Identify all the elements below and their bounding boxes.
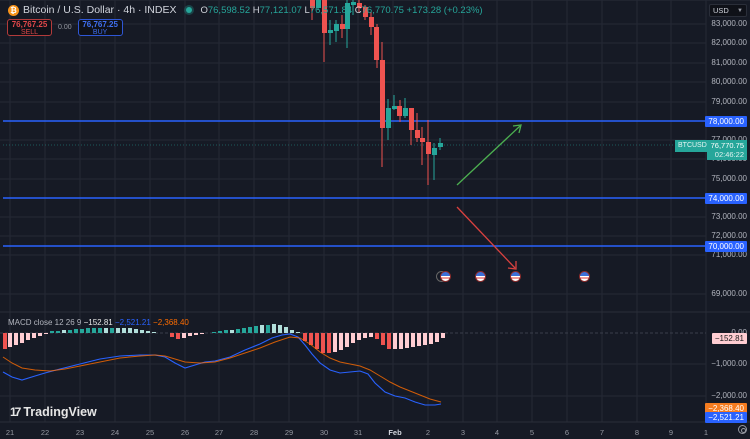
symbol-tag: BTCUSD bbox=[675, 140, 710, 152]
time-tick: 23 bbox=[75, 428, 85, 437]
price-tick: 80,000.00 bbox=[711, 77, 747, 86]
high-value: 77,121.07 bbox=[259, 4, 302, 16]
last-price: 76,770.75 bbox=[710, 141, 744, 150]
market-status-icon bbox=[186, 7, 193, 13]
price-tick: 73,000.00 bbox=[711, 212, 747, 221]
high-label: H bbox=[252, 4, 260, 16]
time-tick: 30 bbox=[319, 428, 329, 437]
time-tick: Feb bbox=[388, 428, 402, 437]
macd-hist-tag: −152.81 bbox=[711, 333, 747, 344]
low-label: L bbox=[304, 4, 310, 16]
time-tick: 9 bbox=[668, 428, 674, 437]
symbol-legend: ₿ Bitcoin / U.S. Dollar · 4h · INDEX O76… bbox=[8, 4, 483, 16]
currency-value: USD bbox=[713, 6, 729, 15]
macd-legend[interactable]: MACD close 12 26 9 −152.81 −2,521.21 −2,… bbox=[8, 318, 189, 327]
time-tick: 22 bbox=[40, 428, 50, 437]
time-tick: 1 bbox=[703, 428, 709, 437]
time-tick: 25 bbox=[145, 428, 155, 437]
last-price-tag: 76,770.75 02:46:22 bbox=[707, 140, 747, 160]
time-tick: 28 bbox=[249, 428, 259, 437]
level-tag-78000[interactable]: 78,000.00 bbox=[705, 116, 747, 127]
sell-label: SELL bbox=[20, 29, 39, 36]
buy-label: BUY bbox=[92, 29, 108, 36]
time-tick: 26 bbox=[180, 428, 190, 437]
time-tick: 8 bbox=[634, 428, 640, 437]
macd-tick: 0.00 bbox=[731, 328, 747, 337]
bullish-arrow-icon bbox=[456, 124, 522, 186]
price-tick: 71,000.00 bbox=[711, 250, 747, 259]
price-tick: 82,000.00 bbox=[711, 38, 747, 47]
currency-select[interactable]: USD ▼ bbox=[709, 4, 747, 17]
macd-name: MACD close 12 26 9 bbox=[8, 318, 82, 327]
time-tick: 6 bbox=[564, 428, 570, 437]
us-flag-event-icon[interactable] bbox=[475, 271, 486, 282]
bitcoin-logo-icon: ₿ bbox=[8, 4, 19, 16]
sell-button[interactable]: 76,767.25 SELL bbox=[7, 19, 52, 36]
bar-countdown: 02:46:22 bbox=[714, 150, 744, 159]
trade-panel: 76,767.25 SELL 0.00 76,767.25 BUY bbox=[7, 19, 123, 36]
spread-value: 0.00 bbox=[58, 24, 72, 31]
close-label: C bbox=[354, 4, 362, 16]
us-flag-event-icon[interactable] bbox=[510, 271, 521, 282]
close-value: 76,770.75 bbox=[361, 4, 404, 16]
open-value: 76,598.52 bbox=[207, 4, 251, 16]
price-tick: 77,000.00 bbox=[711, 135, 747, 144]
macd-histogram-value: −152.81 bbox=[83, 318, 113, 327]
macd-signal-value: −2,368.40 bbox=[153, 318, 189, 327]
low-value: 76,571.84 bbox=[309, 4, 353, 16]
open-label: O bbox=[200, 4, 208, 16]
time-tick: 24 bbox=[110, 428, 120, 437]
macd-signal-tag: −2,368.40 bbox=[705, 403, 747, 414]
time-tick: 21 bbox=[5, 428, 15, 437]
time-tick: 3 bbox=[460, 428, 466, 437]
us-flag-event-icon[interactable] bbox=[440, 271, 451, 282]
level-tag-70000[interactable]: 70,000.00 bbox=[705, 241, 747, 252]
time-tick: 27 bbox=[214, 428, 224, 437]
time-tick: 29 bbox=[284, 428, 294, 437]
tradingview-logo[interactable]: 17 TradingView bbox=[10, 405, 97, 419]
chart-settings-icon[interactable] bbox=[738, 425, 747, 434]
price-tick: 83,000.00 bbox=[711, 19, 747, 28]
us-flag-event-icon[interactable] bbox=[579, 271, 590, 282]
macd-tick: −1,000.00 bbox=[711, 359, 747, 368]
price-tick: 72,000.00 bbox=[711, 231, 747, 240]
ohlc-values: O76,598.52 H77,121.07 L76,571.84 C76,770… bbox=[200, 5, 482, 16]
tradingview-wordmark: TradingView bbox=[23, 405, 97, 419]
tradingview-logo-icon: 17 bbox=[10, 405, 21, 419]
macd-tick: −2,000.00 bbox=[711, 391, 747, 400]
buy-price: 76,767.25 bbox=[82, 20, 118, 29]
change-value: +173.28 (+0.23%) bbox=[406, 4, 483, 16]
buy-button[interactable]: 76,767.25 BUY bbox=[77, 19, 123, 36]
chevron-down-icon: ▼ bbox=[737, 8, 743, 14]
sell-price: 76,767.25 bbox=[11, 20, 48, 29]
macd-line-tag: −2,521.21 bbox=[705, 412, 747, 423]
time-tick: 4 bbox=[494, 428, 500, 437]
symbol-title[interactable]: Bitcoin / U.S. Dollar · 4h · INDEX bbox=[23, 4, 177, 16]
time-tick: 7 bbox=[599, 428, 605, 437]
price-tick: 69,000.00 bbox=[711, 289, 747, 298]
bearish-arrow-icon bbox=[456, 206, 517, 270]
time-tick: 31 bbox=[353, 428, 363, 437]
macd-line-value: −2,521.21 bbox=[114, 318, 151, 327]
price-tick: 79,000.00 bbox=[711, 97, 747, 106]
time-tick: 5 bbox=[529, 428, 535, 437]
level-tag-74000[interactable]: 74,000.00 bbox=[705, 193, 747, 204]
price-tick: 75,000.00 bbox=[711, 174, 747, 183]
price-tick: 81,000.00 bbox=[711, 58, 747, 67]
time-tick: 2 bbox=[425, 428, 431, 437]
